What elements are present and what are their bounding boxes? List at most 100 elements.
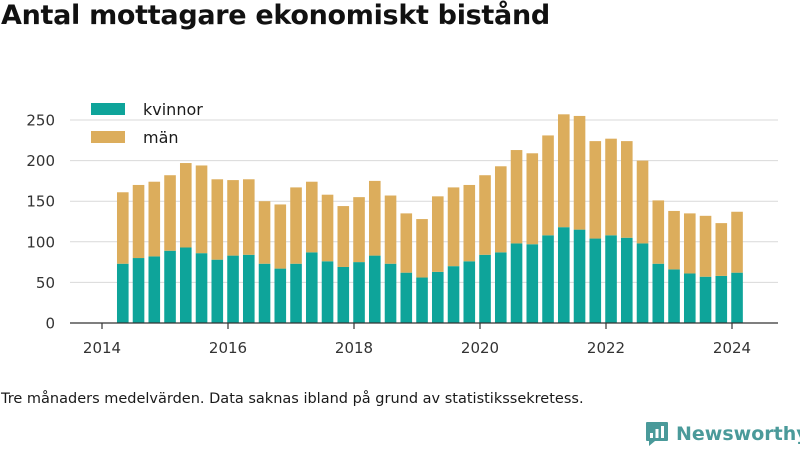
bar-man <box>258 201 271 264</box>
x-tick-label: 2014 <box>83 339 121 357</box>
bar-man <box>337 206 350 267</box>
bar-man <box>179 163 192 248</box>
bar-man <box>620 141 633 238</box>
bar-man <box>416 219 428 278</box>
bar-man <box>683 213 696 274</box>
bar-kvinnor <box>431 271 444 323</box>
bar-kvinnor <box>195 253 208 323</box>
bar-man <box>384 195 397 264</box>
bar-kvinnor <box>353 262 365 323</box>
bar-kvinnor <box>132 258 145 323</box>
bar-kvinnor <box>416 277 428 323</box>
bar-kvinnor <box>463 261 476 323</box>
bar-man <box>731 211 743 273</box>
y-tick-label: 50 <box>36 274 55 292</box>
bar-kvinnor <box>242 254 255 323</box>
bar-kvinnor <box>211 259 224 323</box>
bar-man <box>557 114 570 228</box>
bar-man <box>211 179 224 260</box>
legend-label-kvinnor: kvinnor <box>143 100 203 119</box>
bar-man <box>542 135 554 236</box>
bar-man <box>116 192 129 264</box>
bar-kvinnor <box>400 272 413 323</box>
bar-man <box>290 187 302 264</box>
bar-man <box>132 184 145 259</box>
bar-kvinnor <box>636 243 649 323</box>
bar-man <box>699 215 712 277</box>
bar-man <box>715 223 728 276</box>
bar-man <box>164 175 176 251</box>
bar-kvinnor <box>683 273 696 323</box>
bar-kvinnor <box>715 275 728 323</box>
bar-man <box>274 204 287 269</box>
bar-man <box>431 196 444 272</box>
x-tick-label: 2016 <box>209 339 247 357</box>
footnote: Tre månaders medelvärden. Data saknas ib… <box>1 391 584 407</box>
bar-kvinnor <box>494 252 507 323</box>
bar-chart-logo-icon <box>646 422 668 446</box>
bar-man <box>447 187 460 267</box>
y-tick-label: 100 <box>26 233 55 251</box>
bars <box>116 114 743 323</box>
bar-kvinnor <box>652 263 665 323</box>
bar-man <box>589 141 602 239</box>
brand-name: Newsworthy <box>676 423 800 445</box>
bar-kvinnor <box>164 250 176 323</box>
legend: kvinnor män <box>91 100 203 147</box>
bar-kvinnor <box>148 256 161 323</box>
bar-kvinnor <box>447 266 460 323</box>
bar-kvinnor <box>179 247 192 323</box>
x-axis-ticks: 2014 2016 2018 2020 2022 2024 <box>83 323 751 357</box>
bar-man <box>353 197 365 263</box>
y-tick-label: 200 <box>26 152 55 170</box>
chart-title: Antal mottagare ekonomiskt bistånd <box>1 0 550 31</box>
bar-kvinnor <box>368 255 381 323</box>
bar-kvinnor <box>479 254 491 323</box>
bar-kvinnor <box>557 227 570 323</box>
y-tick-label: 150 <box>26 193 55 211</box>
bar-man <box>479 175 491 255</box>
bar-man <box>636 160 649 244</box>
bar-man <box>526 153 539 245</box>
y-tick-label: 250 <box>26 112 55 130</box>
x-tick-label: 2024 <box>713 339 751 357</box>
y-axis-tick-labels: 0 50 100 150 200 250 <box>26 112 55 333</box>
bar-man <box>148 181 161 257</box>
bar-kvinnor <box>542 235 554 323</box>
bar-man <box>227 180 239 256</box>
bar-man <box>242 179 255 255</box>
bar-kvinnor <box>573 229 586 323</box>
bar-kvinnor <box>274 268 287 323</box>
bar-man <box>321 194 334 262</box>
bar-man <box>668 210 680 270</box>
bar-kvinnor <box>321 261 334 323</box>
bar-man <box>368 180 381 256</box>
legend-swatch-man <box>91 131 125 143</box>
bar-man <box>305 181 318 253</box>
bar-man <box>463 184 476 262</box>
x-tick-label: 2018 <box>335 339 373 357</box>
bar-kvinnor <box>699 276 712 323</box>
x-tick-label: 2020 <box>461 339 499 357</box>
legend-label-man: män <box>143 128 179 147</box>
bar-kvinnor <box>620 237 633 323</box>
bar-man <box>195 165 208 254</box>
bar-kvinnor <box>668 269 680 323</box>
bar-kvinnor <box>510 243 523 323</box>
x-tick-label: 2022 <box>587 339 625 357</box>
bar-man <box>573 115 586 230</box>
y-tick-label: 0 <box>45 315 55 333</box>
bar-kvinnor <box>290 263 302 323</box>
bar-kvinnor <box>227 255 239 323</box>
bar-man <box>494 166 507 253</box>
bar-kvinnor <box>305 252 318 323</box>
bar-kvinnor <box>605 235 617 323</box>
bar-kvinnor <box>337 266 350 323</box>
bar-man <box>652 200 665 264</box>
bar-man <box>605 138 617 236</box>
brand-logo[interactable]: Newsworthy <box>645 419 800 449</box>
bar-kvinnor <box>526 244 539 323</box>
bar-man <box>510 150 523 244</box>
legend-swatch-kvinnor <box>91 103 125 115</box>
